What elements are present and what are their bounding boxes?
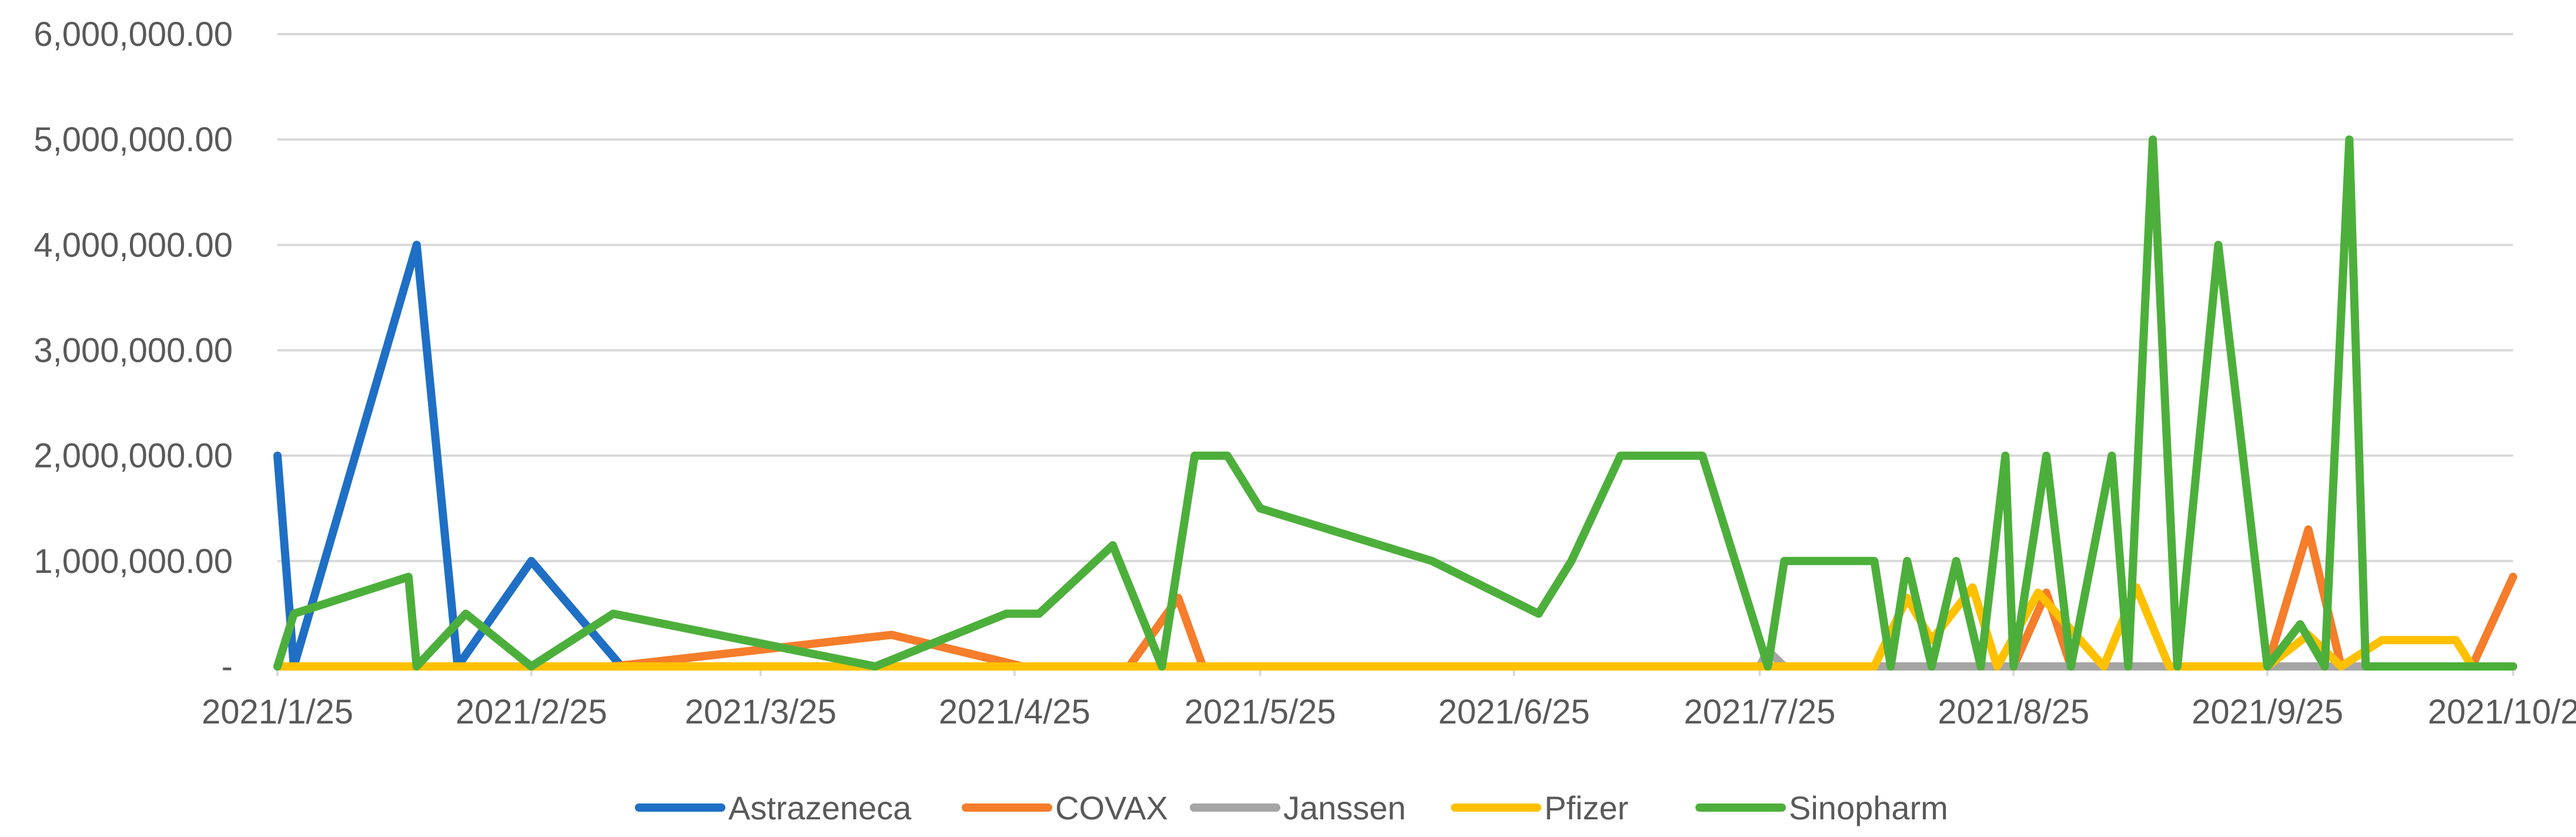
x-tick-label: 2021/10/25: [2428, 693, 2576, 731]
x-tick-label: 2021/3/25: [685, 693, 837, 731]
series-lines: [273, 135, 2517, 671]
x-tick-label: 2021/7/25: [1684, 693, 1835, 731]
legend-label-astrazeneca: Astrazeneca: [728, 789, 912, 826]
x-tick-label: 2021/8/25: [1938, 693, 2089, 731]
legend-label-covax: COVAX: [1055, 789, 1168, 826]
y-tick-label: 2,000,000.00: [34, 437, 233, 475]
x-tick-label: 2021/4/25: [939, 693, 1090, 731]
y-tick-label: 5,000,000.00: [34, 121, 233, 159]
series-line-sinopharm: [273, 135, 2517, 671]
x-tick-label: 2021/2/25: [456, 693, 607, 731]
y-tick-label: 1,000,000.00: [34, 542, 233, 581]
x-axis: 2021/1/25 2021/2/25 2021/3/25 2021/4/25 2021…: [202, 666, 2576, 731]
legend-label-sinopharm: Sinopharm: [1789, 789, 1948, 826]
x-tick-label: 2021/5/25: [1185, 693, 1336, 731]
x-tick-label: 2021/1/25: [202, 693, 353, 731]
gridlines: [277, 33, 2513, 668]
y-tick-label: -: [222, 648, 233, 686]
x-tick-label: 2021/6/25: [1438, 693, 1590, 731]
y-axis: - 1,000,000.00 2,000,000.00 3,000,000.00 4,0…: [34, 15, 233, 686]
y-tick-label: 3,000,000.00: [34, 332, 233, 370]
x-tick-label: 2021/9/25: [2192, 693, 2343, 731]
legend-label-janssen: Janssen: [1283, 789, 1406, 826]
legend: Astrazeneca COVAX Janssen Pfizer Sinopharm: [635, 789, 1948, 826]
legend-label-pfizer: Pfizer: [1544, 789, 1628, 826]
y-tick-label: 6,000,000.00: [34, 15, 233, 54]
y-tick-label: 4,000,000.00: [34, 226, 233, 264]
